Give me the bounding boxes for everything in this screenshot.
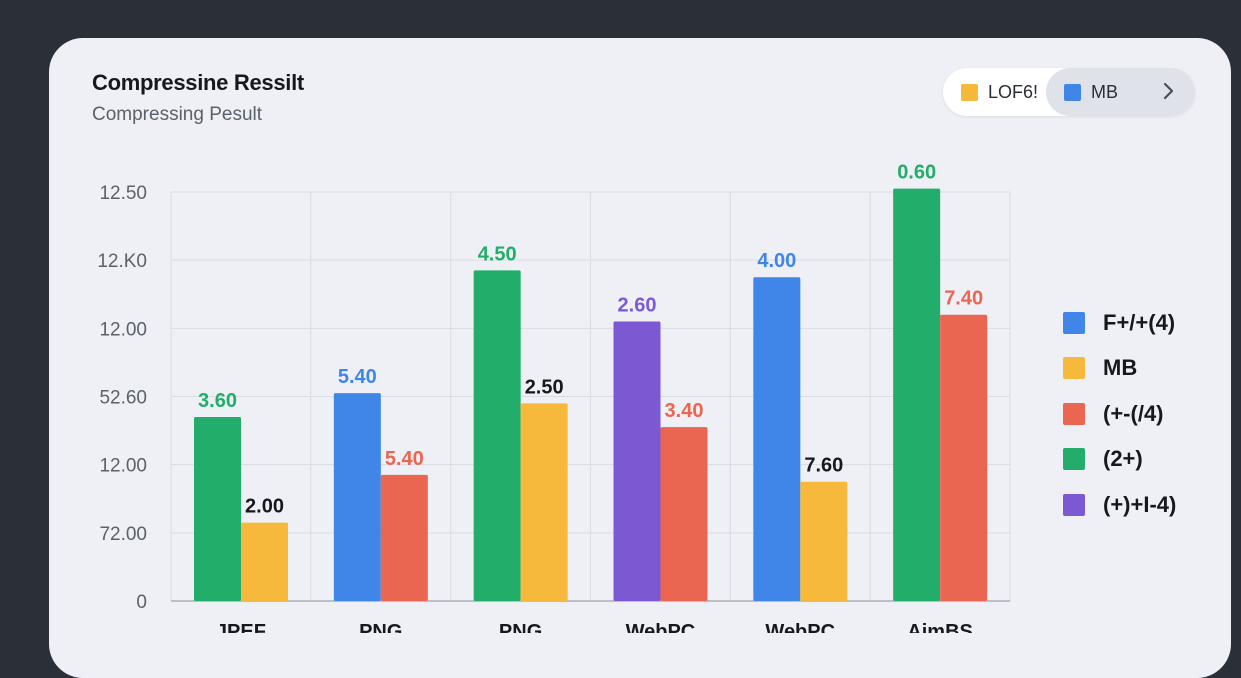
x-category-label: WebPC	[765, 621, 835, 633]
legend-swatch	[1063, 448, 1085, 471]
legend-label: (+-(/4)	[1103, 400, 1164, 426]
toggle-option-a[interactable]: LOF6!	[961, 68, 1038, 116]
legend-label: F+/+(4)	[1103, 309, 1176, 335]
toggle-option-b-swatch	[1064, 83, 1081, 101]
x-category-label: AimBS	[907, 621, 973, 633]
bar	[520, 403, 568, 601]
legend-item: F+/+(4)	[1063, 300, 1176, 346]
legend-swatch	[1063, 493, 1085, 516]
y-tick-label: 52.60	[99, 388, 147, 409]
bar-value-label: 0.60	[897, 162, 936, 184]
bar	[380, 474, 428, 601]
legend-item: MB	[1063, 346, 1176, 392]
bar	[893, 188, 941, 601]
bar-value-label: 2.60	[618, 295, 657, 317]
bar	[473, 270, 521, 601]
x-category-label: PNG	[499, 621, 542, 633]
x-category-label: JPEF	[216, 621, 266, 633]
x-category-label: PNG	[359, 621, 402, 633]
bar	[613, 321, 661, 601]
bar-value-label: 5.40	[338, 366, 377, 388]
legend-label: (+)+I-4)	[1103, 491, 1177, 517]
chart-title: Compressine Ressilt	[92, 70, 304, 95]
legend-label: MB	[1103, 355, 1138, 381]
legend-swatch	[1063, 357, 1085, 380]
bar-value-label: 3.40	[665, 400, 704, 422]
chart-legend: F+/+(4) MB (+-(/4) (2+) (+)+I-4)	[1063, 300, 1176, 528]
toggle-option-a-swatch	[961, 83, 978, 101]
bar	[940, 314, 988, 601]
bar-value-label: 4.00	[757, 250, 796, 272]
toggle-option-a-label: LOF6!	[988, 81, 1039, 102]
legend-label: (2+)	[1103, 446, 1143, 472]
legend-item: (+)+I-4)	[1063, 482, 1176, 528]
legend-item: (2+)	[1063, 437, 1176, 483]
bar	[241, 522, 288, 601]
bar	[753, 277, 801, 601]
unit-toggle: LOF6! MB	[943, 68, 1195, 116]
legend-swatch	[1063, 402, 1085, 425]
chart-subtitle: Compressing Pesult	[92, 104, 263, 125]
chevron-right-icon[interactable]	[1157, 80, 1179, 102]
toggle-option-b-label: MB	[1091, 81, 1118, 102]
y-tick-label: 0	[136, 592, 147, 613]
bar-value-label: 5.40	[385, 448, 424, 470]
bar	[800, 481, 848, 601]
y-tick-label: 12.00	[99, 319, 147, 340]
bar-value-label: 7.60	[804, 455, 843, 477]
bar	[333, 393, 381, 601]
bar-value-label: 7.40	[944, 288, 983, 310]
bar	[660, 427, 708, 601]
bar-value-label: 2.00	[245, 496, 284, 518]
bar-chart: 0 72.00 12.00 52.60 12.00 12.K0 12.50 3.60 2.00 J…	[97, 162, 1011, 633]
y-tick-label: 12.50	[99, 183, 147, 204]
bar-value-label: 3.60	[198, 390, 237, 412]
x-category-label: WebPC	[626, 621, 696, 633]
bar-value-label: 2.50	[525, 376, 564, 398]
y-tick-label: 12.K0	[97, 251, 147, 272]
bar	[194, 416, 241, 601]
legend-swatch	[1063, 311, 1085, 334]
y-tick-label: 12.00	[99, 456, 147, 477]
legend-item: (+-(/4)	[1063, 391, 1176, 437]
y-tick-label: 72.00	[99, 524, 147, 545]
bar-value-label: 4.50	[478, 243, 517, 265]
